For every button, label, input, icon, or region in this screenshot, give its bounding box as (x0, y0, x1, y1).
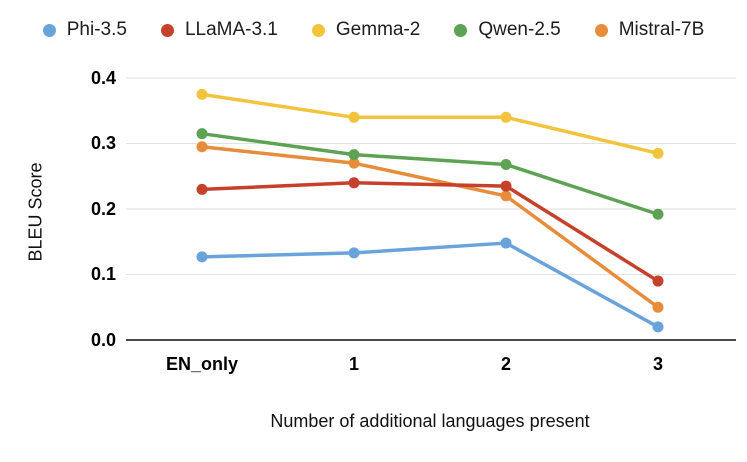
data-point-qwen-2-5-0 (196, 128, 208, 140)
legend-label: Gemma-2 (335, 19, 421, 40)
legend-item-phi-3-5: Phi-3.5 (42, 19, 127, 41)
legend-label: Phi-3.5 (66, 19, 127, 40)
data-point-qwen-2-5-2 (500, 158, 512, 170)
legend-item-qwen-2-5: Qwen-2.5 (454, 19, 561, 41)
series-line-qwen-2-5 (200, 131, 660, 216)
x-tick-label: 2 (500, 354, 511, 374)
legend-item-llama-3-1: LLaMA-3.1 (160, 19, 278, 41)
legend: Phi-3.5 LLaMA-3.1 Gemma-2 Qwen-2.5 Mistr… (0, 19, 747, 41)
data-point-mistral-7b-2 (500, 190, 512, 202)
legend-swatch-icon (454, 23, 468, 37)
legend-item-gemma-2: Gemma-2 (311, 19, 421, 41)
y-tick-label: 0.4 (90, 68, 116, 88)
legend-swatch-icon (311, 23, 325, 37)
data-point-mistral-7b-1 (348, 157, 360, 169)
legend-label: LLaMA-3.1 (184, 19, 278, 40)
data-point-gemma-2-2 (500, 111, 512, 123)
y-axis-title: BLEU Score (25, 162, 46, 262)
y-tick-label: 0.1 (90, 264, 116, 284)
data-point-gemma-2-0 (196, 88, 208, 100)
x-axis-title: Number of additional languages present (270, 411, 590, 431)
x-tick-label: 1 (348, 354, 359, 374)
data-point-qwen-2-5-1 (348, 149, 360, 161)
legend-swatch-icon (160, 23, 174, 37)
data-point-llama-3-1-3 (652, 275, 664, 287)
legend-label: Mistral-7B (618, 19, 705, 40)
data-point-phi-3-5-2 (500, 237, 512, 249)
data-point-llama-3-1-0 (196, 183, 208, 195)
data-point-llama-3-1-2 (500, 180, 512, 192)
y-tick-label: 0.2 (90, 199, 116, 219)
y-tick-label: 0.0 (90, 330, 116, 350)
data-point-mistral-7b-3 (652, 301, 664, 313)
x-tick-label: 3 (652, 354, 663, 374)
data-point-phi-3-5-0 (196, 251, 208, 263)
series-line-gemma-2 (200, 92, 660, 156)
data-point-llama-3-1-1 (348, 177, 360, 189)
series-line-phi-3-5 (200, 241, 660, 329)
series-line-mistral-7b (200, 145, 660, 309)
data-point-phi-3-5-3 (652, 321, 664, 333)
legend-swatch-icon (594, 23, 608, 37)
y-tick-label: 0.3 (90, 133, 116, 153)
data-point-qwen-2-5-3 (652, 208, 664, 220)
data-point-phi-3-5-1 (348, 247, 360, 259)
data-point-mistral-7b-0 (196, 141, 208, 153)
legend-label: Qwen-2.5 (478, 19, 561, 40)
legend-item-mistral-7b: Mistral-7B (594, 19, 705, 41)
data-point-gemma-2-3 (652, 147, 664, 159)
data-point-gemma-2-1 (348, 111, 360, 123)
legend-swatch-icon (42, 23, 56, 37)
series-line-llama-3-1 (200, 181, 660, 283)
x-tick-label: EN_only (165, 354, 239, 374)
